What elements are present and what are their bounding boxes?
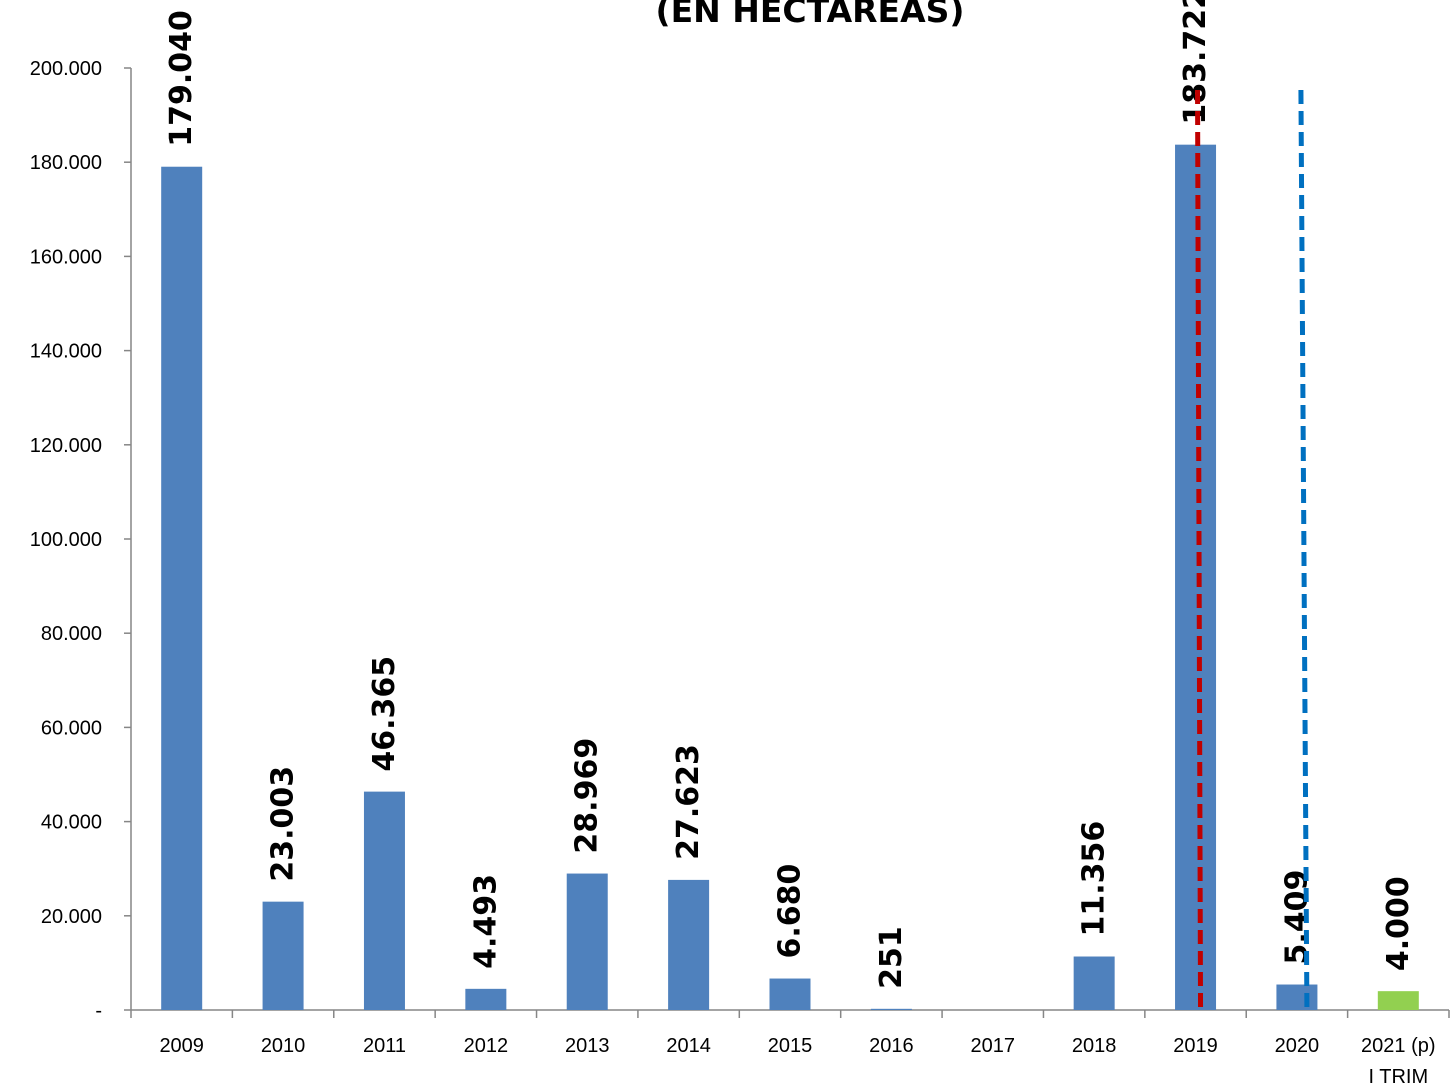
y-tick-label: 80.000 <box>41 623 102 645</box>
x-tick-label: 2010 <box>261 1035 306 1057</box>
bar-value-label: 251 <box>874 926 909 989</box>
bar <box>1073 956 1115 1010</box>
bar <box>465 988 507 1010</box>
dashed-reference-line <box>1195 89 1204 1011</box>
x-tick-label: 2013 <box>565 1035 610 1057</box>
bar-value-label: 4.000 <box>1381 876 1416 971</box>
bar-value-label: 28.969 <box>570 738 605 854</box>
y-tick-label: 200.000 <box>30 58 102 80</box>
bar-value-label: 179.040 <box>164 10 199 147</box>
y-tick-label: 160.000 <box>30 246 102 268</box>
bar-value-label: 46.365 <box>367 656 402 772</box>
bar-value-label: 183.722 <box>1178 0 1213 125</box>
y-tick-label: 20.000 <box>41 906 102 928</box>
y-tick-label: 140.000 <box>30 341 102 363</box>
bar <box>668 879 710 1010</box>
y-tick-label: - <box>95 1000 102 1022</box>
x-tick-label: 2021 (p) <box>1361 1035 1436 1057</box>
y-tick-label: 180.000 <box>30 152 102 174</box>
bar <box>1276 984 1318 1010</box>
x-tick-label: 2009 <box>159 1035 204 1057</box>
bar <box>769 978 811 1010</box>
reference-lines <box>1195 89 1310 1011</box>
bar-value-label: 23.003 <box>266 766 301 882</box>
y-tick-label: 100.000 <box>30 529 102 551</box>
x-tick-label: 2017 <box>971 1035 1016 1057</box>
bar-value-label: 27.623 <box>671 744 706 860</box>
x-tick-label: 2011 <box>363 1035 406 1057</box>
x-tick-label: 2019 <box>1173 1035 1218 1057</box>
dashed-reference-line <box>1298 89 1310 1011</box>
bar <box>363 791 405 1010</box>
data-labels: 179.040 23.003 46.365 4.493 28.969 27.623 6.68… <box>164 0 1416 989</box>
x-tick-label: 2015 <box>768 1035 813 1057</box>
x-tick-label: 2020 <box>1275 1035 1320 1057</box>
bar <box>161 166 203 1010</box>
x-tick-label: 2012 <box>464 1035 509 1057</box>
x-tick-label: 2018 <box>1072 1035 1117 1057</box>
bar <box>1377 991 1419 1010</box>
bar <box>870 1008 912 1010</box>
y-tick-label: 40.000 <box>41 812 102 834</box>
bars <box>161 144 1419 1010</box>
bar-value-label: 5.409 <box>1279 870 1314 965</box>
x-tick-label: 2016 <box>869 1035 914 1057</box>
bar <box>566 873 608 1010</box>
y-tick-label: 120.000 <box>30 435 102 457</box>
bar-value-label: 4.493 <box>468 874 503 969</box>
x-tick-label: 2014 <box>666 1035 711 1057</box>
bar-value-label: 11.356 <box>1077 821 1112 937</box>
chart-title: (EN HECTÁREAS) <box>656 0 965 30</box>
y-tick-label: 60.000 <box>41 717 102 739</box>
bar <box>262 901 304 1010</box>
x-axis: 2009 2010 2011 2012 2013 2014 2015 2016 2017 2018… <box>130 1009 1450 1087</box>
bar <box>1175 144 1217 1010</box>
bar-value-label: 6.680 <box>773 864 808 959</box>
x-tick-sublabel: I TRIM <box>1368 1066 1428 1087</box>
y-axis: - 20.000 40.000 60.000 80.000 100.000 120.000 1… <box>30 58 132 1022</box>
